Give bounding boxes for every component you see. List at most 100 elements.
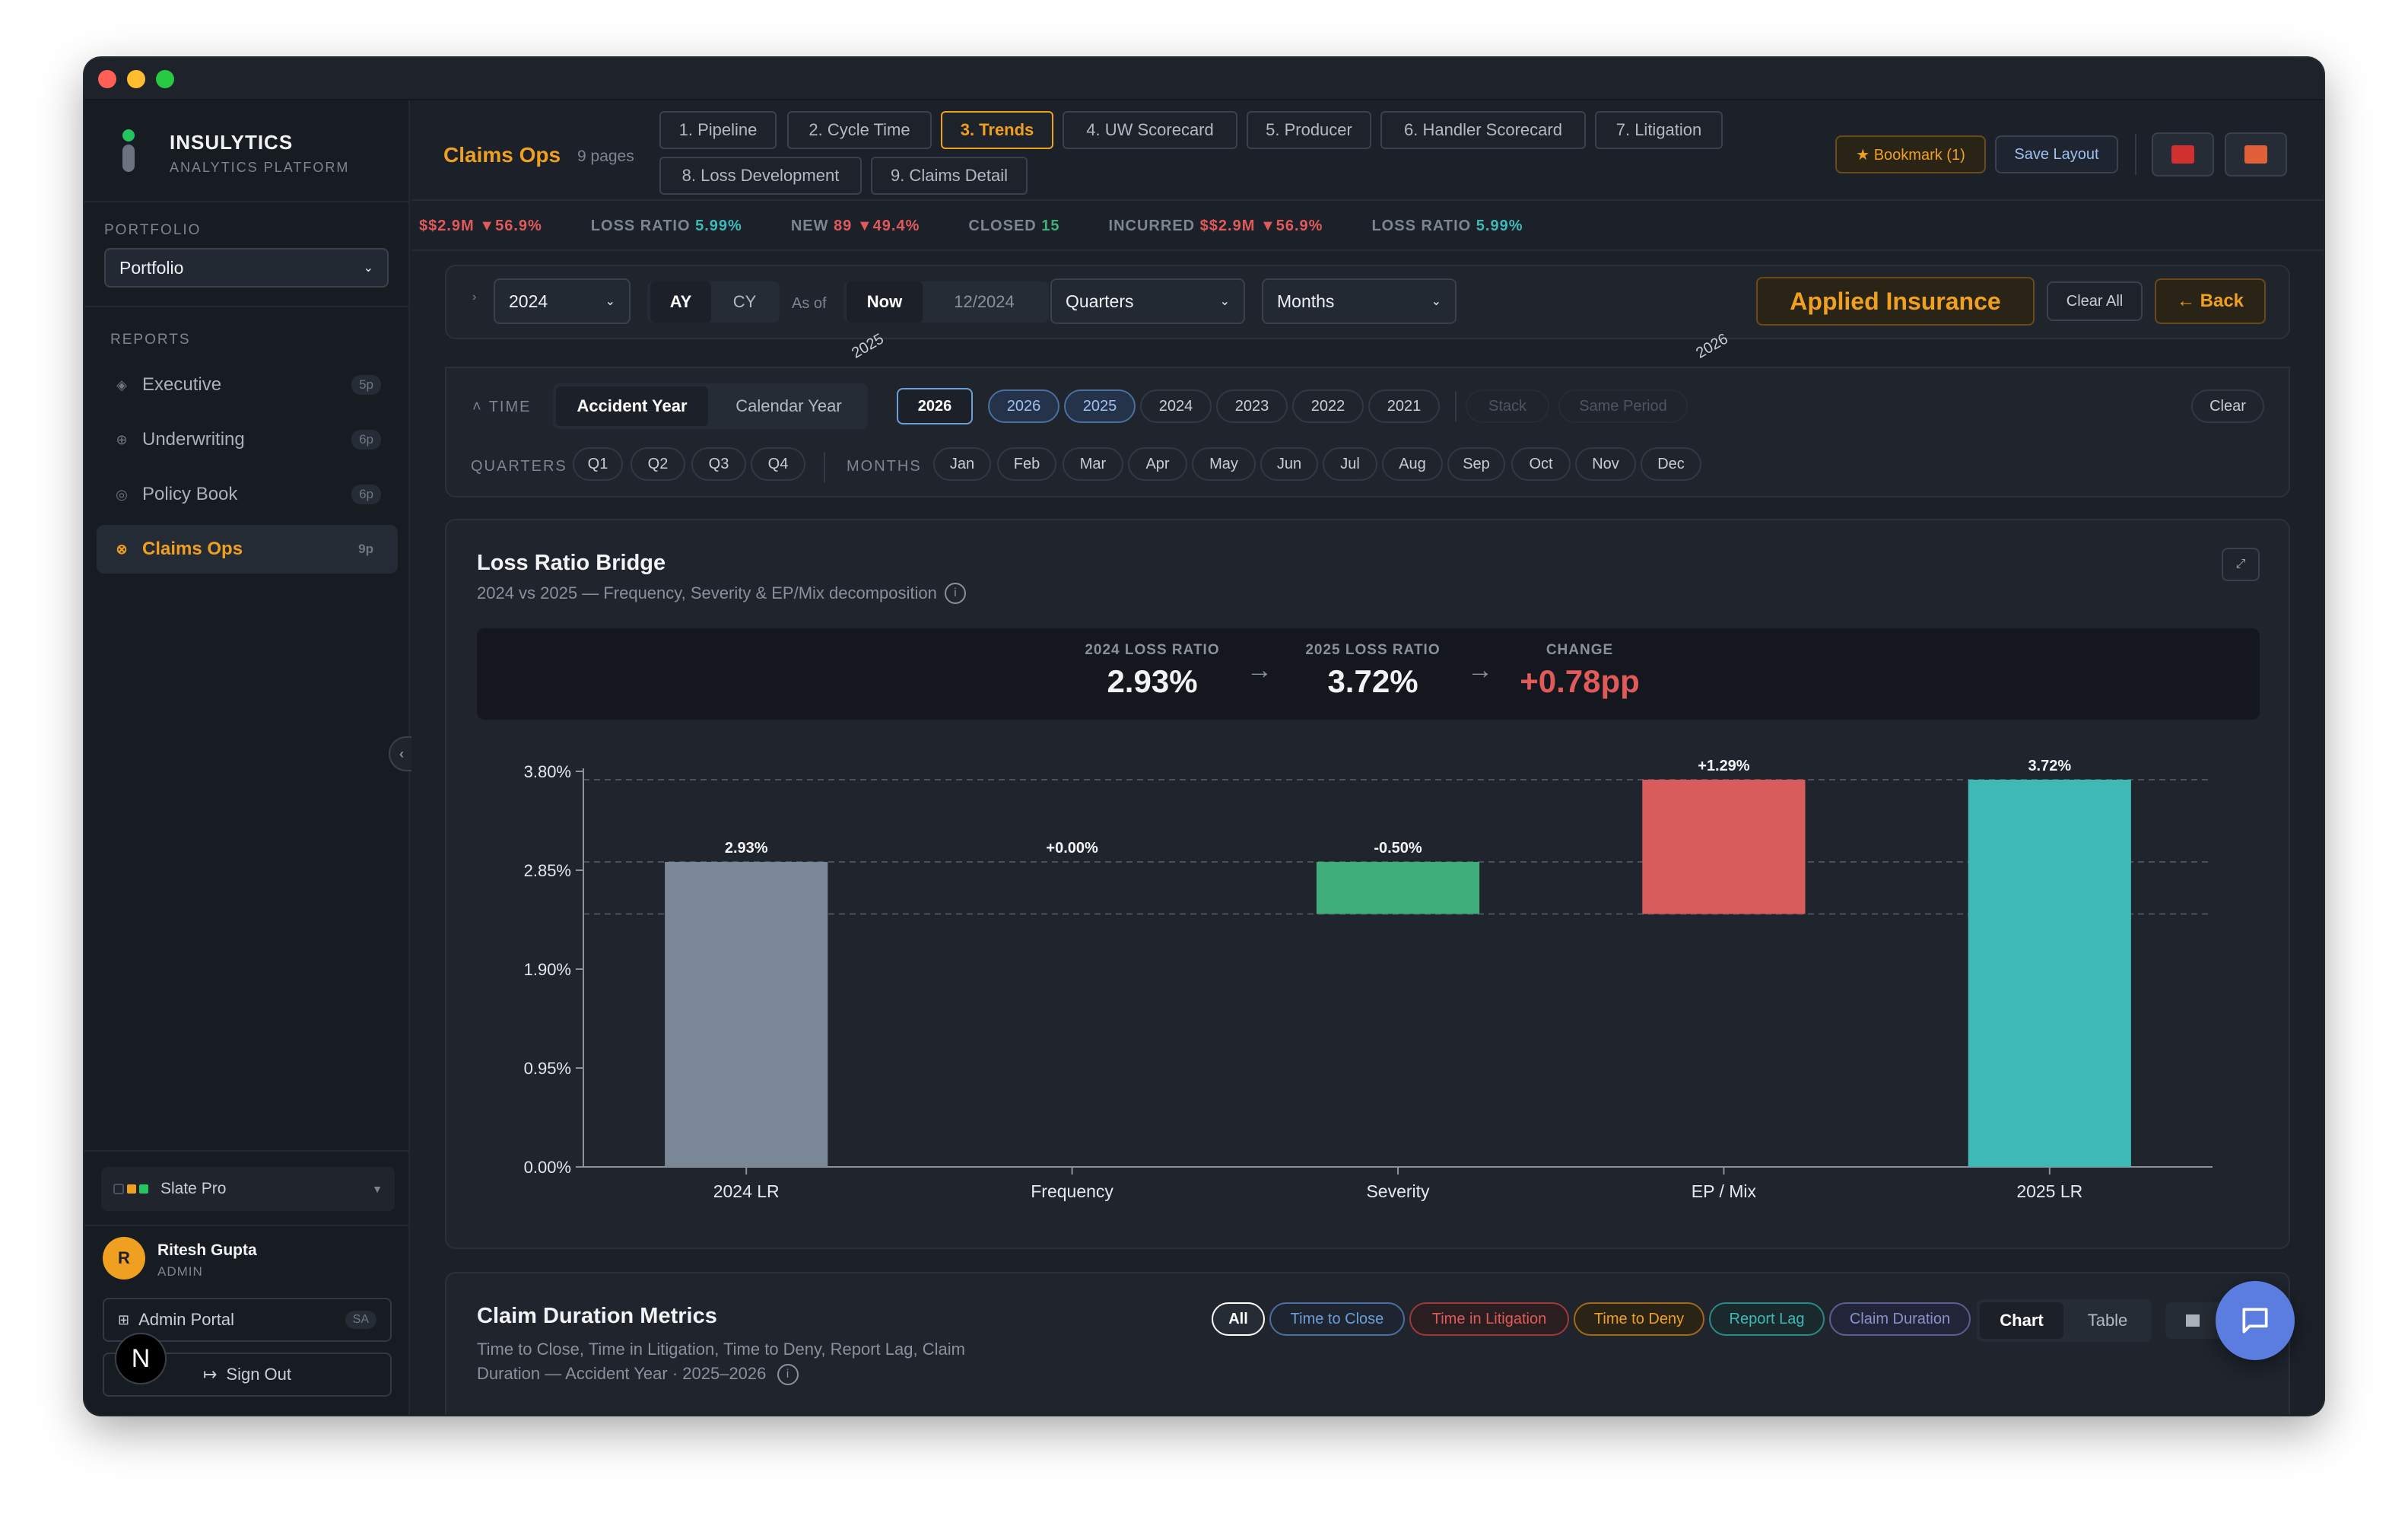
sidebar-item-policy-book[interactable]: ◎ Policy Book 6p — [97, 470, 398, 519]
year-chip-2026[interactable]: 2026 — [897, 388, 973, 424]
duration-filter-time-in-litigation[interactable]: Time in Litigation — [1409, 1302, 1569, 1336]
company-badge[interactable]: Applied Insurance — [1756, 277, 2035, 326]
kpi-change: ▼56.9% — [479, 218, 542, 234]
export-pdf-button[interactable] — [2152, 132, 2214, 176]
as-of-date[interactable]: 12/2024 — [954, 292, 1015, 311]
duration-filter-time-to-deny[interactable]: Time to Deny — [1574, 1302, 1704, 1336]
tab-loss-development[interactable]: 8. Loss Development — [659, 157, 862, 195]
chevron-down-icon: ⌄ — [1431, 295, 1441, 308]
portfolio-select[interactable]: Portfolio ⌄ — [104, 248, 389, 288]
arrow-right-icon: → — [1247, 656, 1272, 685]
month-chip-oct[interactable]: Oct — [1511, 447, 1571, 481]
duration-filter-claim-duration[interactable]: Claim Duration — [1829, 1302, 1971, 1336]
chevron-up-icon[interactable]: ˄ — [472, 399, 483, 415]
bookmark-button[interactable]: ★ Bookmark (1) — [1835, 135, 1986, 173]
theme-select[interactable]: Slate Pro ▼ — [101, 1167, 395, 1211]
year-chip-2024[interactable]: 2024 — [1140, 389, 1212, 423]
admin-portal-button[interactable]: ⊞ Admin Portal SA — [103, 1298, 392, 1342]
tab-trends[interactable]: 3. Trends — [941, 111, 1053, 149]
duration-filter-report-lag[interactable]: Report Lag — [1709, 1302, 1825, 1336]
clear-all-button[interactable]: Clear All — [2047, 281, 2143, 321]
table-view-button[interactable]: Table — [2087, 1311, 2128, 1330]
y-tick-label: 2.85% — [524, 861, 571, 880]
duration-filter-all[interactable]: All — [1212, 1302, 1265, 1336]
year-chip-2026[interactable]: 2026 — [988, 389, 1059, 423]
admin-badge: SA — [345, 1311, 376, 1329]
year-chip-2023[interactable]: 2023 — [1216, 389, 1288, 423]
accident-year-button[interactable]: Accident Year — [556, 386, 708, 426]
tab-handler-scorecard[interactable]: 6. Handler Scorecard — [1380, 111, 1586, 149]
tab-pipeline[interactable]: 1. Pipeline — [659, 111, 777, 149]
back-button[interactable]: ← Back — [2155, 278, 2266, 324]
month-chip-jun[interactable]: Jun — [1260, 447, 1318, 481]
month-chip-dec[interactable]: Dec — [1641, 447, 1701, 481]
month-chip-aug[interactable]: Aug — [1382, 447, 1443, 481]
collapse-sidebar-button[interactable]: ‹ — [389, 736, 413, 771]
y-tick-label: 0.00% — [524, 1158, 571, 1177]
year-chip-2025[interactable]: 2025 — [1064, 389, 1136, 423]
info-icon[interactable]: i — [777, 1364, 799, 1386]
now-button[interactable]: Now — [847, 281, 923, 323]
chat-button[interactable] — [2216, 1281, 2295, 1360]
grid-icon: ⊞ — [118, 1311, 130, 1327]
months-value: Months — [1277, 291, 1335, 311]
sidebar-item-label: Underwriting — [142, 429, 245, 450]
month-chip-apr[interactable]: Apr — [1128, 447, 1187, 481]
year-value: 2024 — [509, 291, 548, 311]
chevron-right-icon[interactable]: › — [472, 291, 477, 304]
month-chip-jan[interactable]: Jan — [933, 447, 991, 481]
tab-claims-detail[interactable]: 9. Claims Detail — [871, 157, 1028, 195]
save-layout-button[interactable]: Save Layout — [1995, 135, 2118, 173]
month-chip-sep[interactable]: Sep — [1447, 447, 1505, 481]
x-tick-label: EP / Mix — [1692, 1181, 1757, 1201]
as-of-label: As of — [792, 295, 827, 312]
clear-time-button[interactable]: Clear — [2191, 389, 2264, 423]
sidebar-item-executive[interactable]: ◈ Executive 5p — [97, 361, 398, 409]
brand-subtitle: ANALYTICS PLATFORM — [170, 160, 350, 175]
kpi-label: NEW — [790, 218, 829, 234]
month-chip-may[interactable]: May — [1192, 447, 1256, 481]
reports-label: REPORTS — [110, 332, 191, 348]
quarter-chip-q4[interactable]: Q4 — [751, 447, 805, 481]
n-badge-icon[interactable]: N — [115, 1333, 167, 1384]
export-ppt-button[interactable] — [2225, 132, 2287, 176]
chevron-down-icon: ⌄ — [605, 295, 615, 308]
chart-view-button[interactable]: Chart — [1980, 1302, 2063, 1339]
same-period-toggle[interactable]: Same Period — [1558, 389, 1688, 423]
month-chip-jul[interactable]: Jul — [1323, 447, 1377, 481]
stack-toggle[interactable]: Stack — [1466, 389, 1549, 423]
quarter-chip-q3[interactable]: Q3 — [691, 447, 746, 481]
months-select[interactable]: Months ⌄ — [1262, 278, 1457, 324]
calendar-year-button[interactable]: Calendar Year — [735, 396, 842, 415]
minimize-window-button[interactable] — [127, 70, 145, 88]
bar-value-label: +1.29% — [1698, 758, 1750, 774]
sidebar-item-underwriting[interactable]: ⊕ Underwriting 6p — [97, 415, 398, 464]
year-select[interactable]: 2024 ⌄ — [494, 278, 631, 324]
tab-uw-scorecard[interactable]: 4. UW Scorecard — [1063, 111, 1237, 149]
tab-producer[interactable]: 5. Producer — [1247, 111, 1371, 149]
sign-out-button[interactable]: ↦ Sign Out — [103, 1353, 392, 1397]
month-chip-feb[interactable]: Feb — [997, 447, 1056, 481]
quarter-chip-q2[interactable]: Q2 — [631, 447, 685, 481]
cy-button[interactable]: CY — [732, 292, 757, 311]
year-chip-2021[interactable]: 2021 — [1368, 389, 1440, 423]
tab-cycle-time[interactable]: 2. Cycle Time — [787, 111, 932, 149]
month-chip-nov[interactable]: Nov — [1575, 447, 1636, 481]
portfolio-value: Portfolio — [119, 257, 184, 278]
info-icon[interactable]: i — [944, 583, 966, 604]
tab-litigation[interactable]: 7. Litigation — [1595, 111, 1723, 149]
diamond-icon: ◈ — [116, 377, 127, 393]
quarter-chip-q1[interactable]: Q1 — [573, 447, 623, 481]
quarters-select[interactable]: Quarters ⌄ — [1050, 278, 1245, 324]
sidebar-item-claims-ops[interactable]: ⊗ Claims Ops 9p — [97, 525, 398, 574]
duration-filter-time-to-close[interactable]: Time to Close — [1269, 1302, 1405, 1336]
maximize-window-button[interactable] — [156, 70, 174, 88]
kpi-change: ▼56.9% — [1260, 218, 1323, 234]
logo-dot — [122, 129, 135, 141]
close-window-button[interactable] — [98, 70, 116, 88]
month-chip-mar[interactable]: Mar — [1063, 447, 1123, 481]
expand-icon[interactable]: ⤢ — [2222, 548, 2260, 581]
ay-button[interactable]: AY — [650, 281, 711, 323]
kpi-label: LOSS RATIO — [590, 218, 691, 234]
year-chip-2022[interactable]: 2022 — [1292, 389, 1364, 423]
